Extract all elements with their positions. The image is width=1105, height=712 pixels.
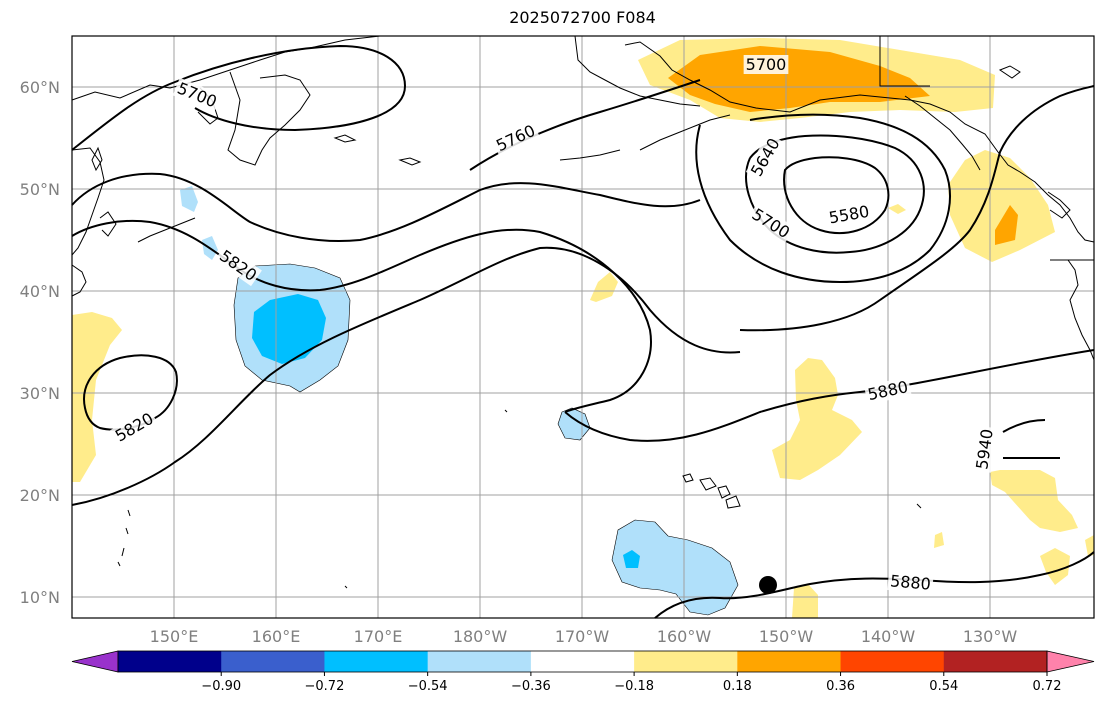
contour-label: 5700: [746, 55, 787, 74]
colorbar-segment: [943, 651, 1048, 672]
lon-label: 150°E: [150, 627, 199, 646]
lon-label: 150°W: [759, 627, 814, 646]
colorbar-tick-label: 0.36: [826, 679, 855, 694]
colorbar-segment: [118, 651, 222, 672]
lon-label: 170°E: [354, 627, 403, 646]
lat-label: 30°N: [20, 384, 60, 403]
position-marker: [759, 576, 777, 594]
colorbar-segment: [634, 651, 738, 672]
lon-label: 160°E: [252, 627, 301, 646]
height-contours: [71, 44, 1095, 619]
lon-label: 160°W: [657, 627, 712, 646]
lon-label: 180°W: [453, 627, 508, 646]
colorbar: −0.90 −0.72 −0.54 −0.36 −0.18 0.18 0.36 0.54 0.7…: [71, 650, 1095, 694]
colorbar-tick-label: −0.54: [408, 679, 448, 694]
lon-label: 130°W: [963, 627, 1018, 646]
colorbar-segment: [737, 651, 842, 672]
colorbar-segment: [530, 651, 635, 672]
lon-label: 170°W: [555, 627, 610, 646]
lat-label: 10°N: [20, 588, 60, 607]
colorbar-tick-label: 0.54: [929, 679, 958, 694]
contour-label: 5880: [889, 571, 931, 593]
colorbar-segment: [840, 651, 945, 672]
map-border: [71, 35, 1095, 619]
colorbar-extend-high: [1046, 650, 1095, 673]
colorbar-segment: [221, 651, 325, 672]
lat-label: 40°N: [20, 282, 60, 301]
colorbar-tick-label: −0.36: [511, 679, 551, 694]
colorbar-tick-label: −0.90: [201, 679, 241, 694]
colorbar-extend-low: [71, 650, 119, 673]
lat-label: 20°N: [20, 486, 60, 505]
map-title: 2025072700 F084: [509, 8, 656, 27]
contour-labels: 5700 5760 5700 5640 5700 5580 5820 5820 …: [110, 55, 998, 594]
colorbar-segment: [324, 651, 429, 672]
lat-label: 50°N: [20, 180, 60, 199]
colorbar-tick-label: −0.72: [305, 679, 345, 694]
colorbar-segment: [427, 651, 532, 672]
colorbar-tick-label: −0.18: [614, 679, 654, 694]
colorbar-tick-label: 0.72: [1033, 679, 1062, 694]
lon-label: 140°W: [861, 627, 916, 646]
positive-anomaly-shading: [72, 38, 1094, 618]
colorbar-tick-label: 0.18: [723, 679, 752, 694]
map-panel: 5700 5760 5700 5640 5700 5580 5820 5820 …: [71, 35, 1095, 619]
latitude-labels: 60°N 50°N 40°N 30°N 20°N 10°N: [20, 78, 60, 607]
lat-label: 60°N: [20, 78, 60, 97]
colorbar-border: [117, 650, 1048, 673]
longitude-labels: 150°E 160°E 170°E 180°W 170°W 160°W 150°…: [150, 627, 1018, 646]
